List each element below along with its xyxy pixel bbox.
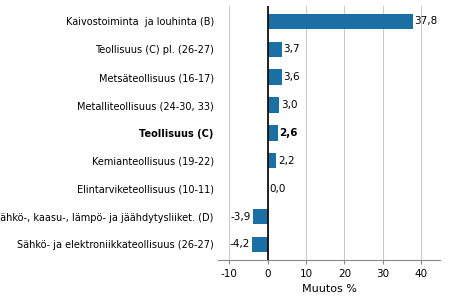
Text: 3,6: 3,6 xyxy=(283,72,300,82)
Bar xyxy=(253,209,268,224)
Bar xyxy=(252,237,268,252)
Bar xyxy=(268,125,278,140)
Bar xyxy=(268,14,413,29)
Bar xyxy=(268,97,279,113)
Text: 37,8: 37,8 xyxy=(415,16,438,26)
Text: 3,7: 3,7 xyxy=(283,44,300,54)
Bar xyxy=(268,69,281,85)
X-axis label: Muutos %: Muutos % xyxy=(302,284,356,294)
Bar xyxy=(268,153,276,169)
Text: 3,0: 3,0 xyxy=(281,100,297,110)
Text: 0,0: 0,0 xyxy=(269,184,286,194)
Text: -3,9: -3,9 xyxy=(231,211,252,221)
Text: -4,2: -4,2 xyxy=(230,239,250,249)
Bar xyxy=(268,42,282,57)
Text: 2,2: 2,2 xyxy=(278,156,294,166)
Text: 2,6: 2,6 xyxy=(279,128,298,138)
